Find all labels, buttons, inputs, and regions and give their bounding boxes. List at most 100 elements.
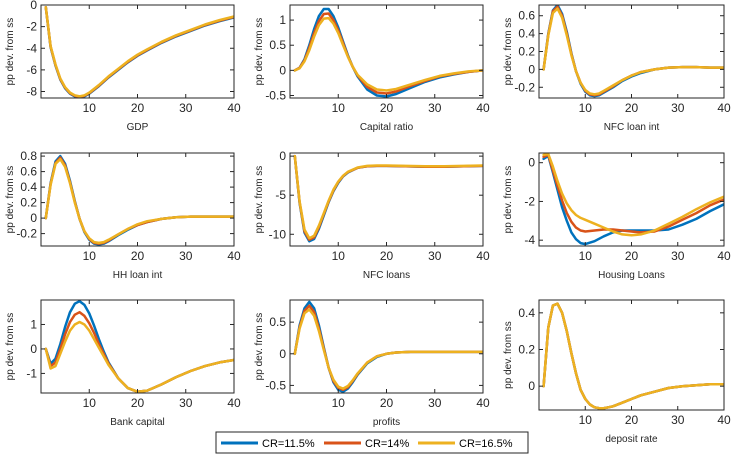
- y-axis-label: pp dev. from ss: [503, 18, 514, 86]
- subplot-3: 10 20 30 40 0.6 0.4 0.2 0 -0.2 NFC loan int pp dev…: [503, 4, 731, 133]
- y-tick-label: -6: [26, 63, 37, 77]
- x-tick-label: 20: [625, 413, 639, 427]
- x-tick-label: 30: [428, 396, 442, 410]
- x-tick-label: 20: [380, 396, 394, 410]
- y-tick-label: 0: [528, 379, 535, 393]
- x-tick-label: 40: [227, 396, 241, 410]
- y-tick-label: 0: [279, 149, 286, 163]
- y-tick-label: -10: [269, 227, 287, 241]
- y-axis-label: pp dev. from ss: [503, 321, 514, 389]
- series-line-cr115: [293, 7, 483, 98]
- subplot-1: 10 20 30 40 0 -2 -4 -6 -8 GDP pp dev. from ss: [5, 0, 241, 133]
- legend-label-cr115: CR=11.5%: [262, 438, 315, 450]
- subplot-8: 10 20 30 40 0.5 0 -0.5 profits pp dev. from ss: [254, 299, 490, 428]
- y-tick-label: 0.2: [518, 343, 535, 357]
- y-axis-label: pp dev. from ss: [5, 18, 16, 86]
- x-tick-label: 40: [476, 396, 490, 410]
- y-tick-label: 0.2: [20, 196, 37, 210]
- x-tick-label: 10: [332, 101, 346, 115]
- series-line-cr165: [293, 16, 483, 92]
- x-axis-label: Capital ratio: [360, 122, 414, 133]
- x-tick-label: 40: [476, 249, 490, 263]
- y-tick-label: 0.6: [518, 9, 535, 23]
- series-line-cr165: [293, 154, 483, 240]
- x-tick-label: 20: [625, 101, 639, 115]
- series-line-cr14: [542, 153, 724, 234]
- y-tick-label: -4: [524, 233, 535, 247]
- x-tick-label: 40: [227, 101, 241, 115]
- x-tick-label: 20: [131, 249, 145, 263]
- x-axis-label: Bank capital: [110, 417, 164, 428]
- y-tick-label: 1: [279, 13, 286, 27]
- y-axis-label: pp dev. from ss: [5, 166, 16, 234]
- x-tick-label: 40: [476, 101, 490, 115]
- axes-box: [538, 4, 725, 99]
- x-axis-label: Housing Loans: [598, 270, 665, 281]
- y-tick-label: 1: [30, 317, 37, 331]
- series-line-cr165: [44, 320, 234, 393]
- y-axis-label: pp dev. from ss: [254, 313, 265, 381]
- x-tick-label: 10: [332, 396, 346, 410]
- series-line-cr165: [293, 308, 483, 390]
- subplot-4: 10 20 30 40 0.8 0.60.4 0.20 -0.2 HH loan int pp d…: [5, 149, 241, 281]
- y-tick-label: 0: [279, 347, 286, 361]
- axes-box: [40, 4, 235, 99]
- y-tick-label: -5: [275, 188, 286, 202]
- x-tick-label: 20: [380, 101, 394, 115]
- y-tick-label: 0: [30, 342, 37, 356]
- x-tick-label: 40: [717, 101, 731, 115]
- x-tick-label: 10: [332, 249, 346, 263]
- x-axis-label: profits: [373, 417, 400, 428]
- x-tick-label: 30: [428, 249, 442, 263]
- x-tick-label: 30: [179, 101, 193, 115]
- x-tick-label: 20: [131, 101, 145, 115]
- x-tick-label: 10: [83, 249, 97, 263]
- series-line-cr115: [542, 302, 724, 410]
- legend: CR=11.5% CR=14% CR=16.5%: [215, 431, 529, 454]
- x-tick-label: 10: [579, 413, 593, 427]
- y-tick-label: -0.5: [265, 378, 286, 392]
- y-tick-label: -8: [26, 85, 37, 99]
- x-tick-label: 10: [83, 101, 97, 115]
- x-tick-label: 10: [83, 396, 97, 410]
- series-line-cr165: [44, 157, 234, 245]
- y-tick-label: 0.5: [269, 315, 286, 329]
- y-tick-label: 0.6: [20, 165, 37, 179]
- x-tick-label: 20: [625, 249, 639, 263]
- y-axis-label: pp dev. from ss: [503, 166, 514, 234]
- series-line-cr115: [542, 154, 724, 246]
- x-axis-label: deposit rate: [605, 434, 658, 445]
- x-axis-label: NFC loan int: [604, 122, 660, 133]
- y-tick-label: 0: [528, 62, 535, 76]
- legend-label-cr165: CR=16.5%: [459, 438, 513, 450]
- x-tick-label: 10: [579, 249, 593, 263]
- subplot-2: 10 20 30 40 1 0.5 0 -0.5 Capital ratio pp dev. fr…: [254, 4, 490, 133]
- series-line-cr165: [44, 5, 234, 98]
- x-tick-label: 30: [671, 249, 685, 263]
- x-tick-label: 20: [131, 396, 145, 410]
- axes-box: [538, 299, 725, 411]
- legend-label-cr14: CR=14%: [365, 438, 410, 450]
- x-tick-label: 40: [717, 249, 731, 263]
- series-line-cr14: [542, 302, 724, 410]
- y-tick-label: -4: [26, 41, 37, 55]
- y-tick-label: 0.4: [518, 306, 535, 320]
- axes-box: [289, 299, 484, 394]
- x-tick-label: 30: [671, 101, 685, 115]
- x-axis-label: GDP: [127, 122, 149, 133]
- series-line-cr165: [542, 153, 724, 237]
- series-line-cr14: [293, 154, 483, 241]
- series-line-cr165: [542, 7, 724, 96]
- x-tick-label: 30: [428, 101, 442, 115]
- x-tick-label: 40: [717, 413, 731, 427]
- y-tick-label: -0.5: [265, 88, 286, 102]
- y-tick-label: 0: [279, 63, 286, 77]
- y-axis-label: pp dev. from ss: [254, 18, 265, 86]
- y-tick-label: -0.2: [514, 80, 535, 94]
- y-tick-label: 0.2: [518, 45, 535, 59]
- y-tick-label: 0.4: [20, 180, 37, 194]
- y-tick-label: 0: [528, 156, 535, 170]
- y-tick-label: -0.2: [16, 227, 37, 241]
